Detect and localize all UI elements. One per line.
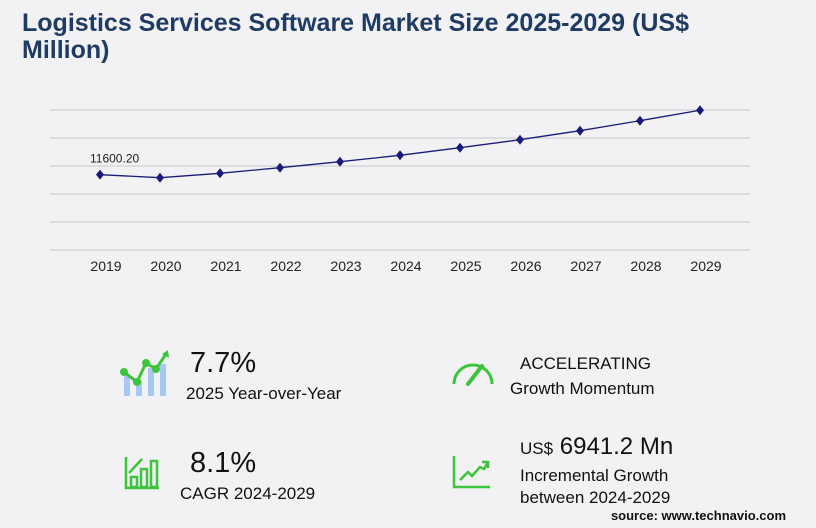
yoy-label: 2025 Year-over-Year (186, 384, 342, 403)
speedometer-icon (452, 363, 494, 386)
data-point-2019 (96, 169, 104, 180)
data-point-2023 (336, 156, 344, 167)
yoy-value: 7.7% (190, 347, 257, 379)
incremental-label-2: between 2024-2029 (520, 488, 671, 507)
x-tick-label: 2022 (270, 258, 301, 274)
x-tick-label: 2025 (450, 258, 481, 274)
x-tick-label: 2027 (570, 258, 601, 274)
growth-chart-icon (120, 350, 169, 396)
data-point-2022 (276, 162, 284, 173)
cagr-label: CAGR 2024-2029 (180, 484, 316, 503)
incremental-label-1: Incremental Growth (520, 466, 669, 485)
momentum-value: ACCELERATING (520, 354, 651, 373)
data-point-2028 (636, 115, 644, 126)
source-note: source: www.technavio.com (610, 508, 786, 523)
data-point-2024 (396, 150, 404, 161)
trend-line-icon (452, 456, 490, 489)
data-point-2029 (696, 105, 704, 116)
x-tick-label: 2024 (390, 258, 421, 274)
data-point-2025 (456, 142, 464, 153)
incremental-value: 6941.2 Mn (559, 433, 674, 460)
x-tick-label: 2021 (210, 258, 241, 274)
data-label: 11600.20 (90, 152, 139, 166)
x-tick-label: 2020 (150, 258, 181, 274)
x-tick-label: 2023 (330, 258, 361, 274)
data-point-2027 (576, 125, 584, 136)
series-line (99, 109, 701, 179)
x-tick-label: 2019 (90, 258, 121, 274)
data-point-2020 (156, 172, 164, 183)
line-chart: 2019 2020 2021 2022 2023 2024 2025 2026 2027 2028… (50, 105, 750, 274)
momentum-label: Growth Momentum (510, 379, 655, 398)
bar-chart-icon (124, 457, 159, 490)
data-point-2026 (516, 134, 524, 145)
x-tick-label: 2026 (510, 258, 541, 274)
data-point-2021 (216, 168, 224, 179)
cagr-value: 8.1% (190, 447, 257, 479)
x-tick-label: 2029 (690, 258, 721, 274)
x-tick-label: 2028 (630, 258, 661, 274)
chart-title: Logistics Services Software Market Size … (22, 9, 689, 64)
currency-prefix: US$ (520, 439, 554, 458)
